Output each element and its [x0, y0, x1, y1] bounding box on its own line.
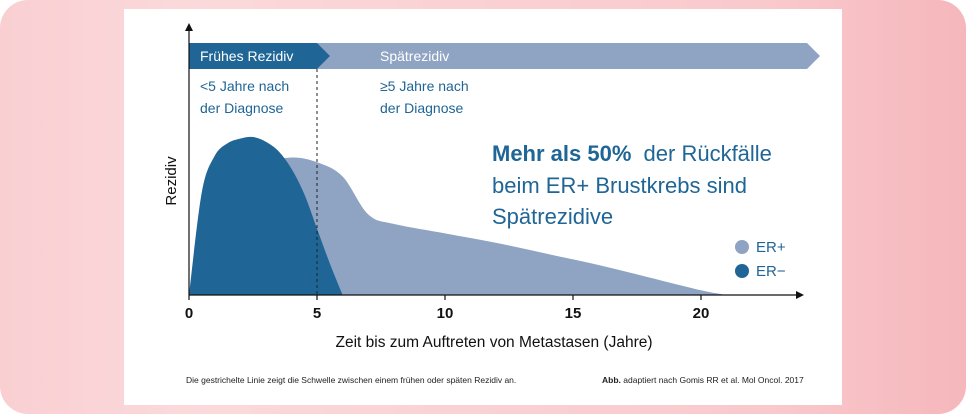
x-tick-label: 10 — [437, 305, 454, 322]
annotation-bold: Mehr als 50% — [492, 141, 631, 166]
phase-banner-early — [189, 43, 330, 69]
x-tick-label: 15 — [565, 305, 582, 322]
y-axis-arrow — [185, 23, 193, 31]
chart-svg: Frühes Rezidiv Spätrezidiv <5 Jahre nach… — [163, 23, 820, 351]
phase-label-late: Spätrezidiv — [380, 48, 449, 64]
legend-label-er-negative: ER− — [756, 263, 786, 280]
x-tick-label: 0 — [185, 305, 193, 322]
phase-banner-late — [311, 43, 820, 69]
chart-card: Frühes Rezidiv Spätrezidiv <5 Jahre nach… — [124, 9, 842, 405]
phase-early-subtitle-1: <5 Jahre nach — [200, 78, 289, 94]
footnote-source-bold: Abb. — [602, 375, 621, 385]
x-tick-label: 5 — [313, 305, 321, 322]
x-axis-ticks: 0 5 10 15 20 — [185, 295, 710, 322]
y-axis-label: Rezidiv — [163, 156, 180, 206]
legend-label-er-positive: ER+ — [756, 239, 786, 256]
x-axis-arrow — [796, 291, 804, 299]
legend-marker-er-positive — [735, 240, 749, 254]
annotation-rest-1: der Rückfälle — [644, 141, 772, 166]
area-er-negative — [189, 136, 343, 295]
legend-marker-er-negative — [735, 264, 749, 278]
annotation-line-2: beim ER+ Brustkrebs sind — [492, 173, 747, 198]
x-axis-label: Zeit bis zum Auftreten von Metastasen (J… — [335, 334, 652, 351]
phase-late-subtitle-1: ≥5 Jahre nach — [380, 78, 469, 94]
footnote-source: Abb. adaptiert nach Gomis RR et al. Mol … — [602, 375, 804, 385]
phase-label-early: Frühes Rezidiv — [200, 48, 293, 64]
phase-late-subtitle-2: der Diagnose — [380, 100, 463, 116]
footnote-threshold: Die gestrichelte Linie zeigt die Schwell… — [186, 375, 517, 385]
phase-early-subtitle-2: der Diagnose — [200, 100, 283, 116]
annotation-line-3: Spätrezidive — [492, 204, 613, 229]
annotation-line-1: Mehr als 50% der Rückfälle — [492, 141, 772, 166]
x-tick-label: 20 — [693, 305, 710, 322]
footnote-source-text: adaptiert nach Gomis RR et al. Mol Oncol… — [623, 375, 804, 385]
